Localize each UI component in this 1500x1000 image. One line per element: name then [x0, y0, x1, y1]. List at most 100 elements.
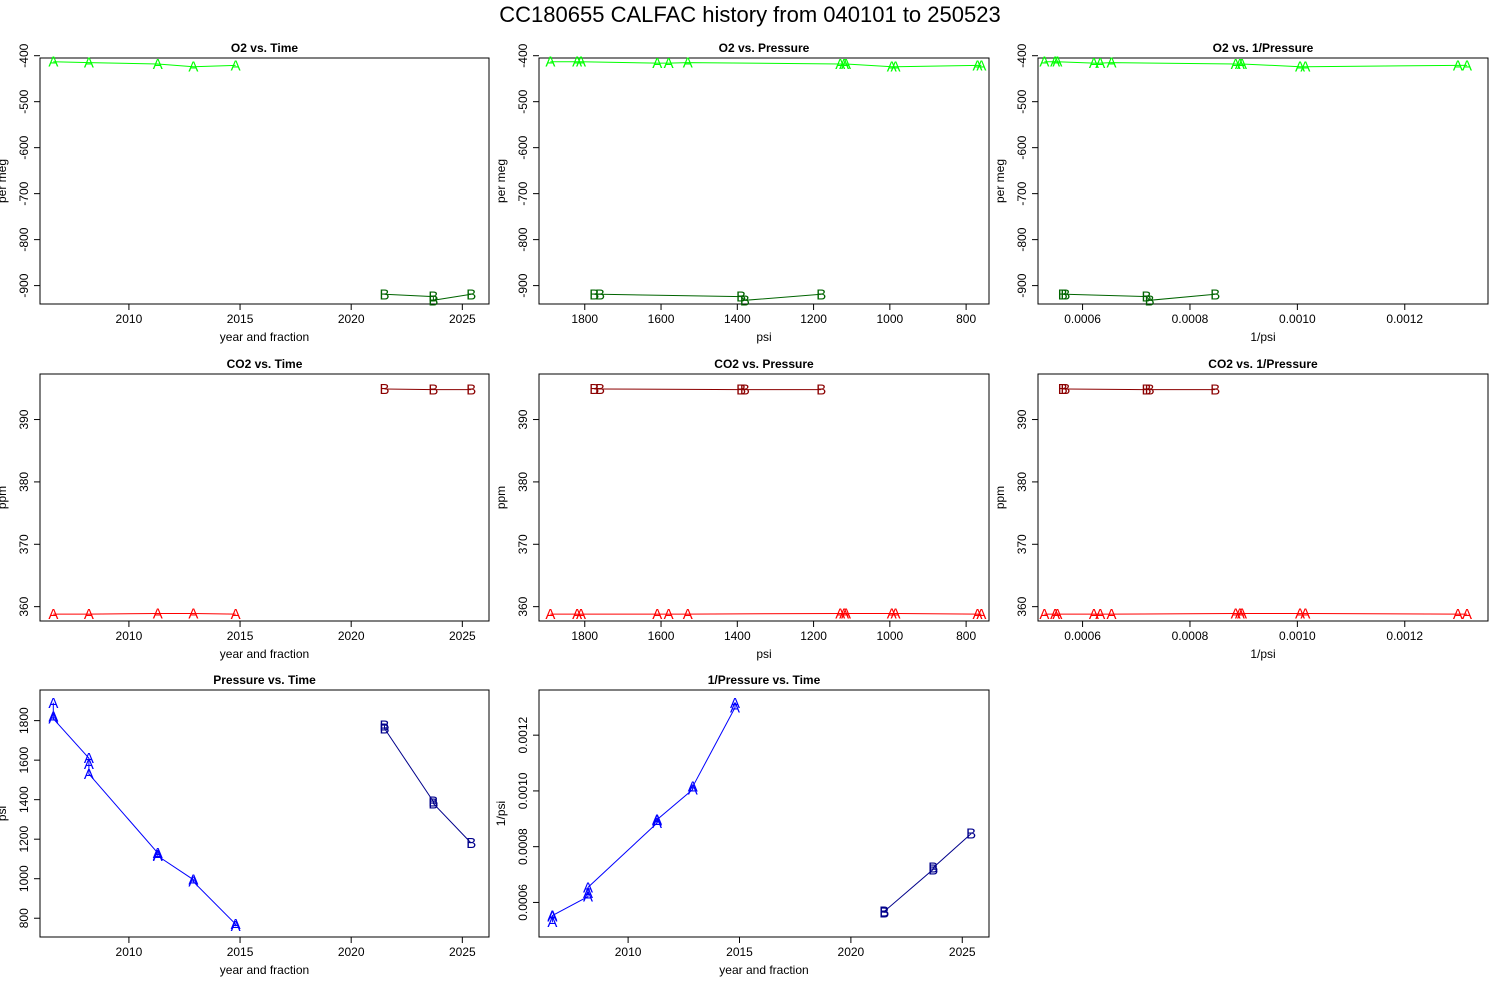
plot-frame [1037, 373, 1489, 622]
data-point-A: A [1089, 606, 1099, 623]
data-point-A: A [1295, 59, 1305, 76]
y-tick-label: 360 [516, 596, 530, 616]
data-point-A: A [1039, 54, 1049, 71]
x-axis-label: year and fraction [220, 647, 309, 661]
y-tick-label: 380 [17, 472, 31, 492]
y-tick-label: 0.0006 [516, 884, 530, 921]
data-point-A: A [1050, 54, 1060, 71]
y-tick-label: -400 [17, 43, 31, 67]
panel-o2-pressure: O2 vs. Pressure 1800 1600 1400 1200 1000 800 -9… [494, 41, 990, 344]
y-tick-label: 1000 [17, 865, 31, 892]
x-tick-label: 1000 [876, 312, 903, 326]
data-point-B: B [466, 286, 476, 303]
data-point-A: A [1052, 54, 1062, 71]
data-point-A: A [976, 57, 986, 74]
data-point-A: A [48, 54, 58, 71]
y-axis-label: per meg [993, 159, 1007, 203]
data-point-A: A [231, 918, 241, 935]
data-point-B: B [928, 861, 938, 878]
panel-title: O2 vs. 1/Pressure [1213, 41, 1314, 55]
data-point-B: B [928, 860, 938, 877]
data-point-A: A [839, 606, 849, 623]
x-tick-label: 2020 [838, 945, 865, 959]
x-tick-label: 0.0010 [1279, 312, 1316, 326]
data-point-A: A [1039, 606, 1049, 623]
series-line-B [384, 293, 472, 301]
panel-title: CO2 vs. 1/Pressure [1208, 357, 1318, 371]
y-tick-label: 390 [1015, 409, 1029, 429]
x-axis-label: psi [756, 647, 771, 661]
data-point-A: A [835, 606, 845, 623]
data-point-A: A [652, 606, 662, 623]
y-tick-label: -800 [1015, 227, 1029, 251]
y-axis-label: ppm [993, 486, 1007, 509]
data-point-A: A [891, 59, 901, 76]
x-tick-label: 2020 [338, 629, 365, 643]
series-line-B [594, 293, 822, 301]
data-point-A: A [1235, 606, 1245, 623]
y-tick-label: 370 [17, 534, 31, 554]
y-tick-label: 1600 [17, 746, 31, 773]
data-point-B: B [879, 903, 889, 920]
data-point-A: A [973, 606, 983, 623]
y-tick-label: 800 [17, 908, 31, 928]
panel-title: CO2 vs. Time [227, 357, 303, 371]
series-line-A [1044, 61, 1468, 68]
y-tick-label: -600 [17, 135, 31, 159]
data-point-A: A [231, 916, 241, 933]
data-point-A: A [84, 750, 94, 767]
data-point-A: A [652, 813, 662, 830]
data-point-B: B [1058, 381, 1068, 398]
y-tick-label: -800 [516, 227, 530, 251]
data-point-A: A [730, 700, 740, 717]
data-point-A: A [841, 606, 851, 623]
data-point-B: B [1145, 292, 1155, 309]
data-point-B: B [1210, 382, 1220, 399]
data-point-A: A [1462, 57, 1472, 74]
data-point-B: B [1058, 286, 1068, 303]
y-axis-label: per meg [494, 159, 508, 203]
y-tick-label: -600 [516, 135, 530, 159]
series-B: B BB B [380, 286, 477, 309]
y-tick-label: -400 [1015, 43, 1029, 67]
x-tick-label: 2015 [227, 945, 254, 959]
series-line-B [384, 388, 472, 391]
x-axis-label: 1/psi [1250, 330, 1275, 344]
y-tick-label: 360 [1015, 596, 1029, 616]
y-axis-label: ppm [494, 486, 508, 509]
x-tick-label: 2010 [116, 629, 143, 643]
data-point-A: A [188, 872, 198, 889]
plot-frame [538, 373, 990, 622]
data-point-A: A [688, 782, 698, 799]
data-point-A: A [841, 56, 851, 73]
plot-frame [1037, 57, 1489, 305]
data-point-A: A [887, 606, 897, 623]
data-point-A: A [1107, 55, 1117, 72]
panel-co2-time: CO2 vs. Time 2010 2015 2020 2025 360 370 380 390… [0, 357, 490, 661]
x-tick-label: 2010 [116, 945, 143, 959]
x-tick-label: 1200 [800, 629, 827, 643]
data-point-A: A [84, 606, 94, 623]
data-point-A: A [1095, 55, 1105, 72]
panel-title: O2 vs. Time [231, 41, 298, 55]
y-tick-label: -900 [1015, 273, 1029, 297]
y-tick-label: -500 [1015, 89, 1029, 113]
data-point-A: A [976, 606, 986, 623]
data-point-A: A [547, 909, 557, 926]
x-tick-label: 2025 [449, 312, 476, 326]
data-point-A: A [1235, 56, 1245, 73]
y-tick-label: -900 [516, 273, 530, 297]
data-point-A: A [1237, 56, 1247, 73]
data-point-B: B [1141, 289, 1151, 306]
y-tick-label: -600 [1015, 135, 1029, 159]
data-point-B: B [740, 292, 750, 309]
panel-title: 1/Pressure vs. Time [708, 673, 821, 687]
data-point-A: A [683, 55, 693, 72]
data-point-A: A [153, 56, 163, 73]
data-point-A: A [1300, 59, 1310, 76]
panel-co2-inv-pressure: CO2 vs. 1/Pressure 0.0006 0.0008 0.0010 0.00… [993, 357, 1489, 661]
data-point-A: A [1237, 606, 1247, 623]
y-axis-label: psi [0, 806, 9, 821]
